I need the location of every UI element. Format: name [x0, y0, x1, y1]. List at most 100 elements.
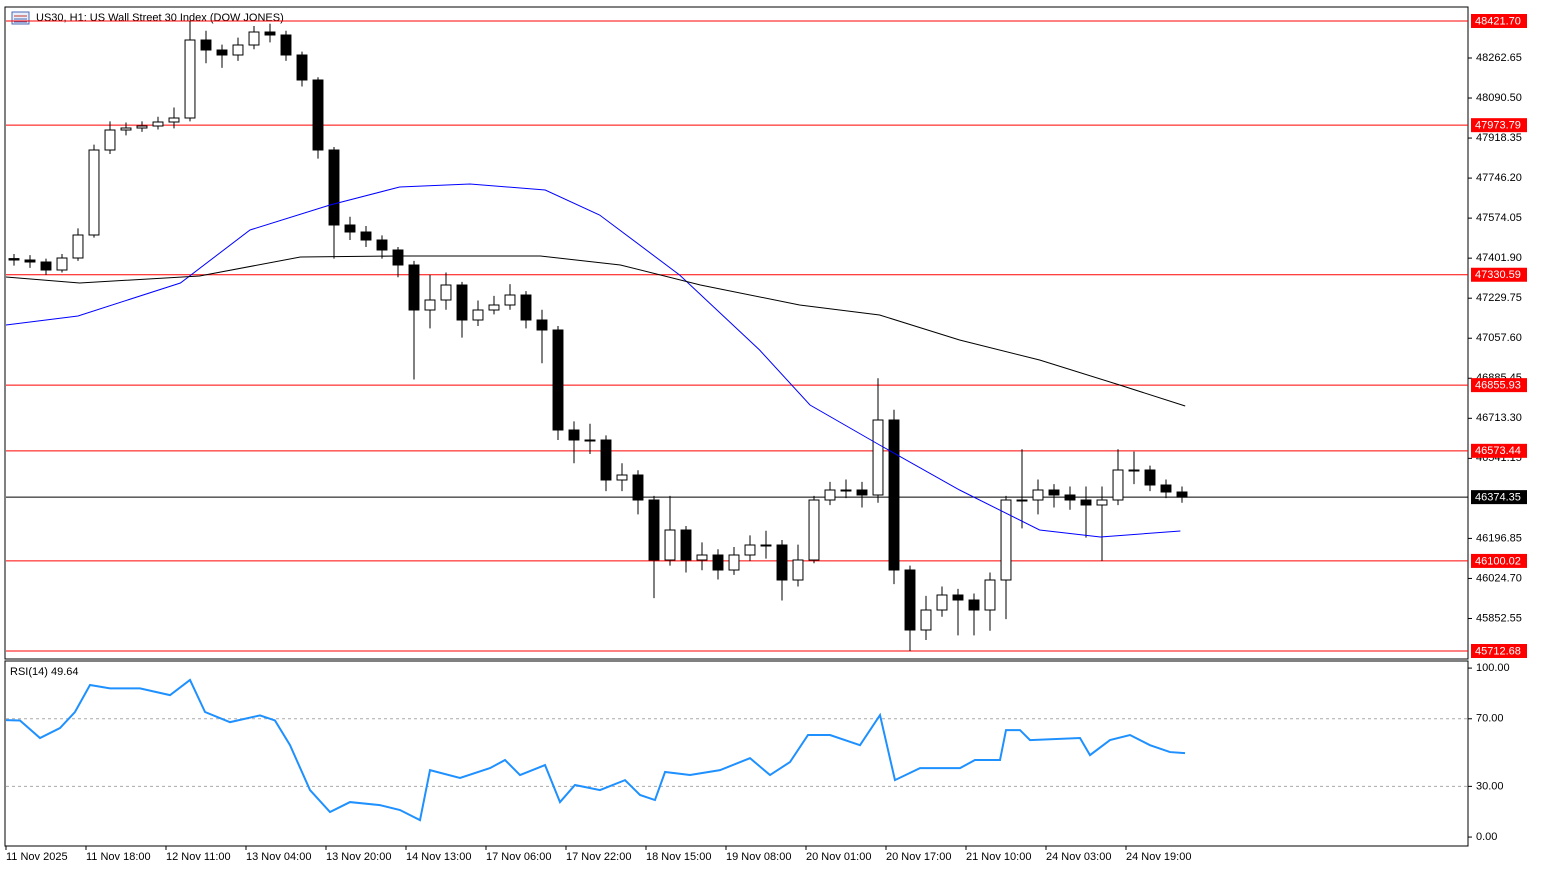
candle-body [200, 39, 212, 51]
candle-body [1016, 499, 1028, 502]
level-label: 46100.02 [1475, 555, 1521, 567]
level-tag [1471, 14, 1527, 28]
candle-body [472, 309, 484, 321]
x-tick-label: 24 Nov 03:00 [1046, 851, 1111, 863]
level-tag [1471, 490, 1527, 505]
candle-body [1144, 469, 1156, 486]
line-series [5, 183, 1181, 538]
chart-title: US30, H1: US Wall Street 30 Index (DOW J… [36, 12, 284, 24]
line-series [5, 255, 1186, 407]
candle-body [712, 554, 724, 571]
level-label: 46855.93 [1475, 380, 1521, 392]
y-tick-label: 47401.90 [1476, 252, 1522, 264]
candle-body [440, 284, 452, 301]
candle-body [744, 544, 756, 556]
y-tick-label: 47229.75 [1476, 292, 1522, 304]
candle-body [1064, 494, 1076, 501]
y-tick-label: 48262.65 [1476, 52, 1522, 64]
rsi-title: RSI(14) 49.64 [10, 666, 78, 678]
candle-body [856, 489, 868, 496]
candle-body [376, 239, 388, 251]
candle-body [792, 559, 804, 581]
candle-body [952, 594, 964, 601]
candle-body [104, 129, 116, 151]
candle-body [424, 299, 436, 311]
y-tick-label: 46024.70 [1476, 572, 1522, 584]
candle-body [1160, 484, 1172, 493]
candle-body [488, 304, 500, 311]
candle-body [936, 594, 948, 611]
candle-body [776, 544, 788, 581]
y-tick-label: 70.00 [1476, 713, 1504, 725]
level-tag [1471, 267, 1527, 282]
candle-body [392, 249, 404, 266]
x-tick-label: 17 Nov 22:00 [566, 851, 631, 863]
y-tick-label: 48090.50 [1476, 92, 1522, 104]
candle-body [264, 31, 276, 36]
y-tick-label: 46713.30 [1476, 412, 1522, 424]
level-label: 47973.79 [1475, 120, 1521, 132]
line-series [5, 678, 1186, 822]
candle-body [360, 231, 372, 241]
level-tag [1471, 443, 1527, 458]
x-tick-label: 18 Nov 15:00 [646, 851, 711, 863]
level-tag [1471, 553, 1527, 568]
candle-body [760, 544, 772, 547]
candle-body [1000, 499, 1012, 581]
candle-body [696, 554, 708, 561]
candle-body [584, 439, 596, 442]
candle-body [8, 258, 20, 261]
level-label: 45712.68 [1475, 645, 1521, 657]
x-tick-label: 20 Nov 01:00 [806, 851, 871, 863]
candle-body [808, 499, 820, 561]
candle-body [184, 39, 196, 119]
x-tick-label: 12 Nov 11:00 [166, 851, 231, 863]
candle-body [1128, 469, 1140, 472]
candle-body [408, 264, 420, 311]
candle-body [120, 127, 132, 131]
candle-body [72, 234, 84, 259]
y-tick-label: 47918.35 [1476, 132, 1522, 144]
candle-body [136, 125, 148, 129]
y-tick-label: 100.00 [1476, 662, 1510, 674]
level-label: 46374.35 [1475, 492, 1521, 504]
candle-body [632, 474, 644, 501]
candle-body [664, 529, 676, 561]
x-tick-label: 14 Nov 13:00 [406, 851, 471, 863]
y-tick-label: 0.00 [1476, 831, 1497, 843]
candle-body [536, 319, 548, 331]
y-tick-label: 30.00 [1476, 780, 1504, 792]
candle-body [280, 34, 292, 56]
candle-body [968, 599, 980, 611]
candle-body [552, 329, 564, 431]
level-tag [1471, 644, 1527, 659]
level-tag [1471, 378, 1527, 393]
candle-body [904, 569, 916, 631]
candle-body [168, 117, 180, 123]
price-panel [4, 6, 1469, 660]
candle-body [920, 609, 932, 631]
y-tick-label: 45852.55 [1476, 612, 1522, 624]
symbol-icon [11, 11, 30, 25]
candle-body [88, 149, 100, 236]
y-tick-label: 47746.20 [1476, 172, 1522, 184]
x-tick-label: 19 Nov 08:00 [726, 851, 791, 863]
y-tick-label: 47057.60 [1476, 332, 1522, 344]
candle-body [56, 257, 68, 271]
y-tick-label: 46196.85 [1476, 532, 1522, 544]
x-tick-label: 20 Nov 17:00 [886, 851, 951, 863]
level-tag [1471, 118, 1527, 133]
candle-body [216, 49, 228, 56]
candle-body [232, 44, 244, 56]
candle-body [248, 31, 260, 46]
rsi-panel [4, 660, 1469, 847]
candle-body [152, 121, 164, 127]
level-label: 48421.70 [1475, 15, 1521, 27]
x-tick-label: 11 Nov 18:00 [86, 851, 151, 863]
x-tick-label: 21 Nov 10:00 [966, 851, 1031, 863]
candle-body [1048, 489, 1060, 496]
candle-body [1112, 469, 1124, 501]
x-tick-label: 24 Nov 19:00 [1126, 851, 1191, 863]
candle-body [1032, 489, 1044, 501]
